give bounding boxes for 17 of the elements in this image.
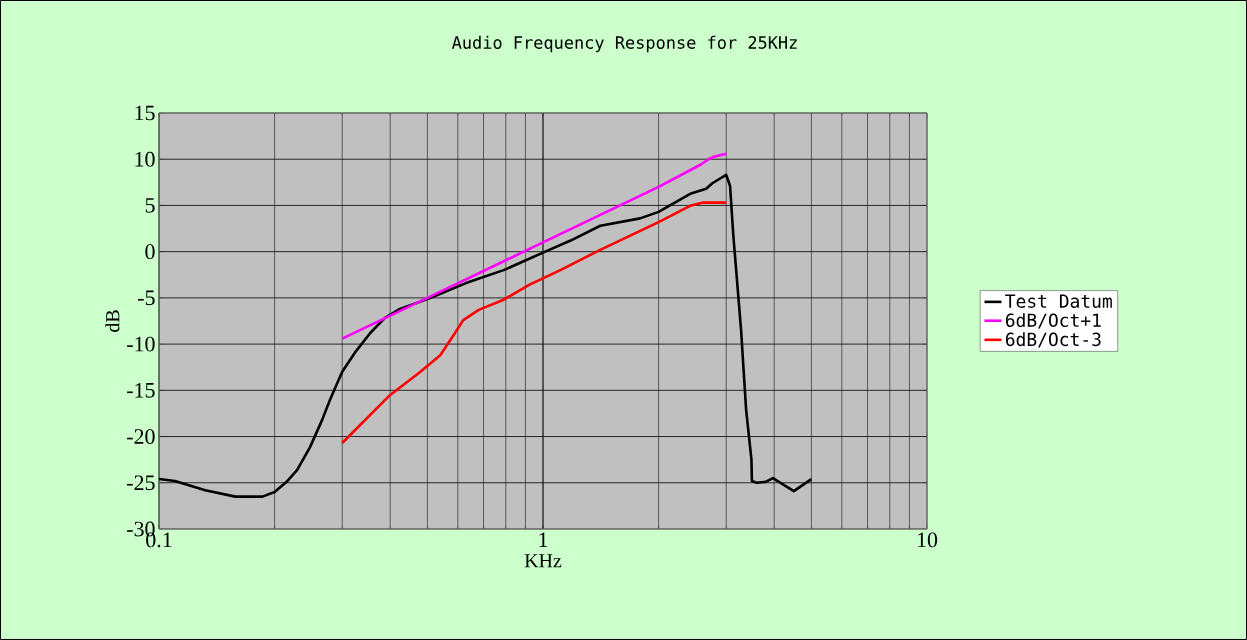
y-tick-label: -25 (127, 475, 155, 491)
y-tick-label: 0 (145, 244, 155, 260)
y-tick-label: -20 (127, 429, 155, 444)
y-tick-label: 5 (145, 198, 155, 213)
x-axis-title: KHz (524, 554, 562, 568)
y-tick-label: -15 (127, 382, 155, 398)
x-tick-label: 10 (917, 532, 938, 548)
legend-label: 6dB/Oct+1 (1005, 313, 1101, 329)
y-axis-title: dB (105, 310, 120, 332)
legend-label: Test Datum (1005, 294, 1112, 308)
y-tick-label: -10 (127, 336, 155, 352)
x-tick-label: 1 (539, 532, 548, 547)
chart-title: Audio Frequency Response for 25KHz (451, 35, 797, 53)
y-tick-label: -5 (138, 290, 155, 306)
y-tick-label: 10 (135, 151, 155, 167)
legend-label: 6dB/Oct-3 (1005, 332, 1101, 348)
y-tick-label: 15 (135, 105, 155, 121)
